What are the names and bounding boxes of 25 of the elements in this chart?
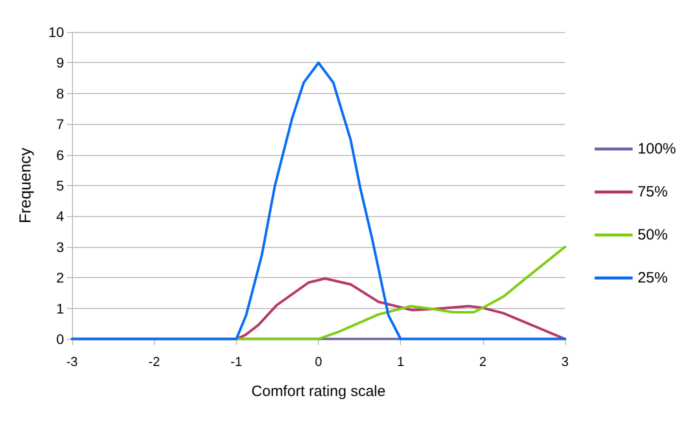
x-axis-title: Comfort rating scale [251, 383, 386, 400]
y-axis-title: Frequency [18, 148, 34, 224]
x-tick-label: 1 [397, 354, 404, 369]
y-tick-label: 0 [56, 331, 64, 347]
legend-label: 75% [638, 184, 668, 200]
line-series [70, 61, 566, 340]
y-tick-label: 7 [56, 116, 64, 132]
x-tick-label: 2 [479, 354, 486, 369]
x-tick-label: -3 [66, 354, 78, 369]
legend-label: 100% [638, 140, 676, 158]
x-tick-label: 3 [561, 354, 569, 369]
x-tick-label: -2 [148, 354, 160, 369]
legend-label: 50% [638, 226, 668, 244]
y-tick-label: 1 [56, 300, 64, 316]
y-tick-label: 8 [56, 85, 64, 102]
y-tick-label: 9 [56, 54, 64, 71]
y-tick-label: 4 [56, 208, 64, 224]
y-tick-label: 2 [56, 270, 64, 286]
y-tick-label: 6 [56, 146, 64, 163]
x-tick-label: 0 [314, 354, 322, 369]
y-tick-label: 10 [48, 24, 64, 40]
legend-label: 25% [638, 270, 668, 286]
y-tick-label: 3 [56, 238, 64, 255]
y-tick-label: 5 [56, 178, 64, 194]
x-tick-label: -1 [230, 354, 242, 369]
